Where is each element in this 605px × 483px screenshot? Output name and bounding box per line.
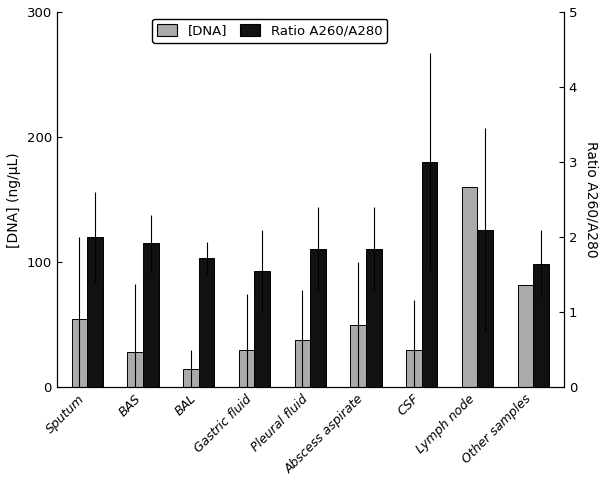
Bar bbox=[183, 369, 199, 387]
Bar bbox=[295, 340, 310, 387]
Bar bbox=[422, 162, 437, 387]
Bar bbox=[128, 353, 143, 387]
Y-axis label: [DNA] (ng/μL): [DNA] (ng/μL) bbox=[7, 152, 21, 247]
Bar bbox=[406, 350, 422, 387]
Bar bbox=[143, 243, 159, 387]
Bar bbox=[87, 237, 103, 387]
Bar bbox=[310, 249, 326, 387]
Bar bbox=[199, 258, 214, 387]
Bar bbox=[239, 350, 255, 387]
Bar bbox=[462, 187, 477, 387]
Bar bbox=[71, 319, 87, 387]
Bar bbox=[518, 285, 533, 387]
Bar bbox=[255, 271, 270, 387]
Legend: [DNA], Ratio A260/A280: [DNA], Ratio A260/A280 bbox=[152, 18, 387, 43]
Y-axis label: Ratio A260/A280: Ratio A260/A280 bbox=[584, 142, 598, 258]
Bar bbox=[533, 264, 549, 387]
Bar bbox=[477, 230, 493, 387]
Bar bbox=[366, 249, 382, 387]
Bar bbox=[350, 325, 366, 387]
